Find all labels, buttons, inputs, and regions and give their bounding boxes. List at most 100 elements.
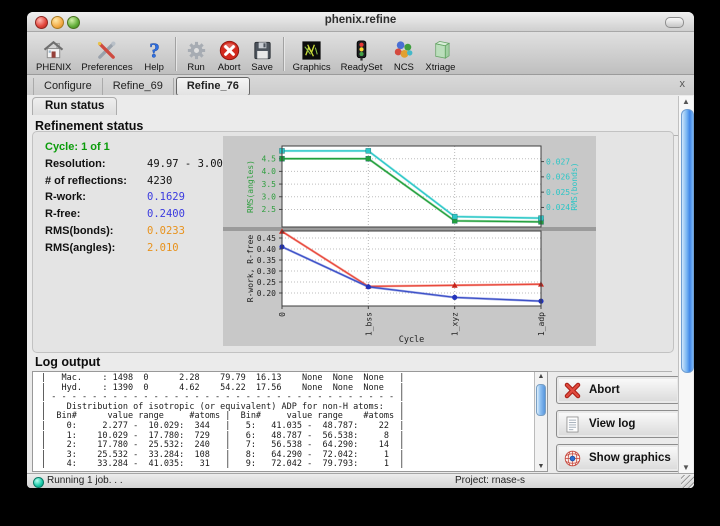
abort-button[interactable]: Abort [556,376,680,404]
svg-text:3.5: 3.5 [262,180,277,189]
svg-text:0.027: 0.027 [546,157,570,166]
toolbar-label: Graphics [292,62,331,73]
svg-text:0.026: 0.026 [546,173,570,182]
svg-text:0.45: 0.45 [257,234,276,243]
toolbar-label: Abort [217,62,241,73]
svg-text:0: 0 [278,312,287,317]
tab-bar: Configure Refine_69 Refine_76 x [27,75,694,97]
tools-icon [95,39,118,62]
stat-label: RMS(angles): [45,241,116,254]
svg-text:4.0: 4.0 [262,167,277,176]
stat-value: 2.010 [147,241,179,254]
status-bar: Running 1 job. . . Project: rnase-s [27,473,694,488]
stat-row-r-work: R-work: 0.1629 [45,189,225,206]
tab-configure[interactable]: Configure [33,77,103,95]
status-message: Running 1 job. . . [47,475,123,486]
question-mark-icon: ? [143,39,166,62]
red-x-circle-icon [218,39,241,62]
svg-text:Cycle: Cycle [399,335,425,345]
running-status-icon [33,476,44,488]
tab-run-status[interactable]: Run status [32,97,118,115]
log-output-heading: Log output [35,355,672,372]
scroll-down-icon[interactable]: ▼ [682,463,690,472]
toolbar-button-phenix[interactable]: PHENIX [31,38,76,74]
wireframe-sphere-icon [564,450,581,466]
main-content: Run status Refinement status Cycle: 1 of… [27,95,694,474]
stat-value: 0.0233 [147,224,185,237]
toolbar-button-graphics[interactable]: Graphics [288,38,336,74]
svg-text:0.025: 0.025 [546,188,570,197]
tab-refine-76[interactable]: Refine_76 [175,76,250,96]
toolbar-toggle-button[interactable] [665,17,684,28]
resize-grip[interactable] [681,475,694,488]
stat-row-r-free: R-free: 0.2400 [45,206,225,223]
window-title: phenix.refine [324,14,397,26]
close-window-button[interactable] [35,16,48,29]
svg-text:4.5: 4.5 [262,154,277,163]
toolbar-button-save[interactable]: Save [246,38,279,74]
toolbar-label: ReadySet [340,62,383,73]
svg-text:R-work, R-free: R-work, R-free [246,235,255,303]
log-scrollbar-thumb[interactable] [536,384,546,416]
toolbar-button-ncs[interactable]: NCS [387,38,420,74]
scroll-down-icon[interactable]: ▼ [537,463,545,470]
titlebar[interactable]: phenix.refine [27,12,694,32]
stat-label: R-free: [45,208,81,221]
main-scrollbar-thumb[interactable] [680,109,694,373]
molecule-graphics-icon [300,39,323,62]
toolbar-button-run[interactable]: Run [180,38,213,74]
cycle-label: Cycle: 1 of 1 [45,141,110,153]
scroll-up-icon[interactable]: ▲ [682,97,690,106]
tab-refine-69[interactable]: Refine_69 [103,77,174,95]
svg-text:1_adp: 1_adp [537,312,546,336]
svg-text:RMS(angles): RMS(angles) [246,160,255,213]
toolbar-label: Run [187,62,205,73]
colored-spheres-icon [392,39,415,62]
toolbar-separator [174,37,176,71]
stat-row-rms-bonds: RMS(bonds): 0.0233 [45,223,225,240]
main-scrollbar[interactable]: ▲ ▼ [678,96,694,473]
svg-text:0.30: 0.30 [257,267,276,276]
svg-text:0.20: 0.20 [257,289,276,298]
stat-row-resolution: Resolution: 49.97 - 3.00 [45,156,225,173]
minimize-window-button[interactable] [51,16,64,29]
close-tab-icon[interactable]: x [679,78,686,90]
toolbar-label: Save [251,62,273,73]
floppy-disk-icon [251,39,274,62]
refinement-progress-chart: 2.5 3.0 3.5 4.0 4.5 0.024 0.025 0.026 0.027 RMS(a… [223,136,596,346]
phenix-refine-window: phenix.refine PHENIX Preferences ? Help … [27,12,694,488]
toolbar-button-xtriage[interactable]: Xtriage [420,38,460,74]
show-graphics-button[interactable]: Show graphics [556,444,680,472]
traffic-light-icon [350,39,373,62]
stat-row-reflections: # of reflections: 4230 [45,173,225,190]
toolbar-label: Xtriage [425,62,456,73]
toolbar-button-abort[interactable]: Abort [213,38,246,74]
scroll-up-icon[interactable]: ▲ [537,373,545,380]
toolbar: PHENIX Preferences ? Help Run Abort Save… [27,32,694,75]
chart-canvas: 2.5 3.0 3.5 4.0 4.5 0.024 0.025 0.026 0.027 RMS(a… [223,145,596,345]
project-label: Project: rnase-s [455,475,526,486]
house-icon [42,39,65,62]
show-graphics-button-label: Show graphics [589,452,671,464]
svg-text:0.40: 0.40 [257,245,276,254]
toolbar-button-readyset[interactable]: ReadySet [336,38,388,74]
stat-label: # of reflections: [45,174,127,187]
toolbar-button-help[interactable]: ? Help [138,38,171,74]
svg-text:3.0: 3.0 [262,193,277,202]
svg-text:1_bss: 1_bss [364,312,373,336]
toolbar-label: Preferences [81,62,133,73]
view-log-button[interactable]: View log [556,410,680,438]
log-text: | Mac. : 1498 0 2.28 79.79 16.13 None No… [41,373,405,470]
refinement-stats: Cycle: 1 of 1 Resolution: 49.97 - 3.00 #… [45,139,225,257]
toolbar-button-preferences[interactable]: Preferences [76,38,137,74]
action-buttons: Abort View log Show graphics [556,376,680,478]
stat-label: R-work: [45,191,86,204]
log-scrollbar[interactable]: ▲ ▼ [534,372,547,471]
svg-text:0.35: 0.35 [257,256,276,265]
stat-label: Resolution: [45,157,106,170]
document-icon [566,416,579,432]
zoom-window-button[interactable] [67,16,80,29]
svg-text:0.024: 0.024 [546,203,570,212]
log-output-box[interactable]: | Mac. : 1498 0 2.28 79.79 16.13 None No… [32,371,548,472]
toolbar-label: PHENIX [36,62,72,73]
